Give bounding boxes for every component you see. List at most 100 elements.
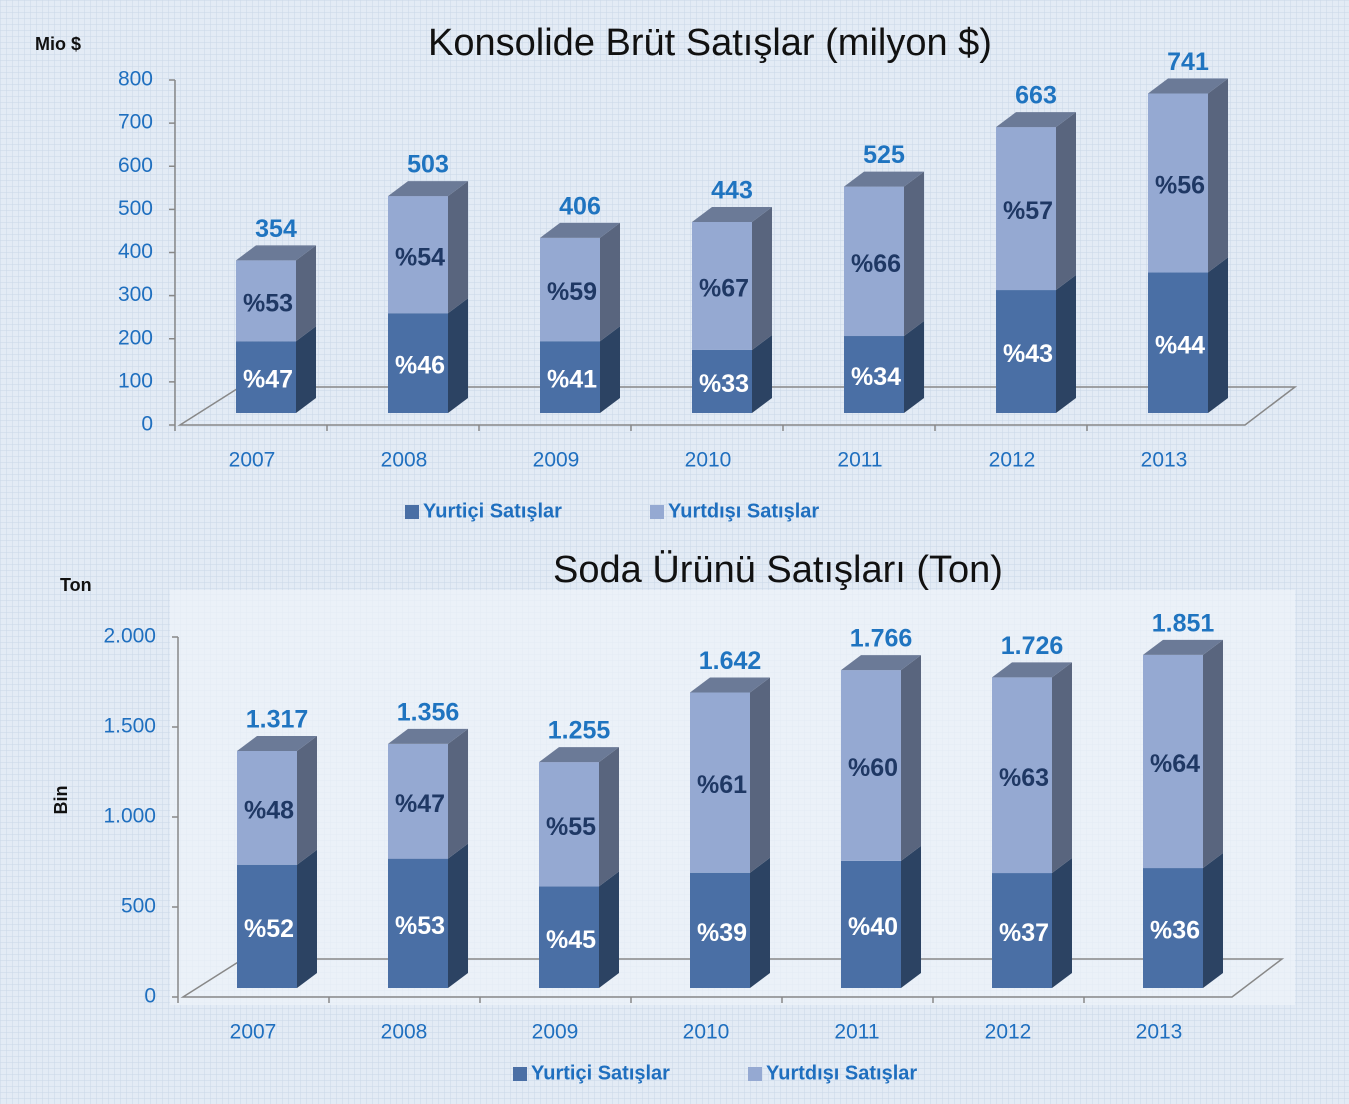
bar-top — [388, 181, 468, 197]
bar-side — [1052, 858, 1072, 988]
bar-top — [844, 171, 924, 187]
y-axis-label: Bin — [51, 786, 71, 815]
bar-side — [448, 843, 468, 988]
x-tick-label: 2007 — [229, 449, 276, 472]
segment-label: %44 — [1155, 331, 1205, 359]
chart-title: Soda Ürünü Satışları (Ton) — [553, 549, 1003, 591]
x-tick-label: 2011 — [837, 449, 882, 472]
bar-side — [600, 222, 620, 342]
bar-top — [236, 245, 316, 261]
segment-label: %60 — [848, 754, 898, 782]
bar-segment — [992, 873, 1052, 988]
bar-segment — [690, 872, 750, 988]
total-label: 406 — [559, 193, 601, 221]
bar-top — [388, 728, 468, 744]
segment-label: %61 — [697, 771, 747, 799]
bar-segment — [539, 762, 599, 887]
bar-side — [901, 655, 921, 861]
segment-label: %57 — [1003, 197, 1053, 225]
unit-label: Ton — [60, 575, 92, 595]
bar-top — [996, 112, 1076, 128]
y-tick-label: 800 — [118, 68, 153, 91]
x-tick-label: 2010 — [685, 449, 732, 472]
bar-side — [1208, 257, 1228, 413]
segment-label: %53 — [395, 912, 445, 940]
total-label: 663 — [1015, 82, 1057, 110]
total-label: 503 — [407, 151, 449, 179]
x-tick-label: 2013 — [1141, 449, 1188, 472]
bar-top — [992, 662, 1072, 678]
legend-swatch — [513, 1067, 527, 1081]
segment-label: %47 — [243, 366, 293, 394]
segment-label: %64 — [1150, 750, 1200, 778]
bar-segment — [540, 237, 600, 342]
segment-label: %45 — [546, 926, 596, 954]
segment-label: %66 — [851, 250, 901, 278]
y-tick-label: 500 — [118, 197, 153, 220]
bar-segment — [992, 677, 1052, 874]
bar-side — [904, 171, 924, 337]
legend-label: Yurtdışı Satışlar — [668, 500, 819, 522]
bar-side — [1056, 275, 1076, 413]
bar-side — [752, 206, 772, 350]
bar-side — [1208, 78, 1228, 273]
bar-side — [1052, 662, 1072, 874]
floor — [177, 386, 1298, 426]
bar-segment — [996, 127, 1056, 291]
total-label: 1.642 — [699, 647, 762, 675]
bar-segment — [237, 864, 297, 988]
total-label: 354 — [255, 215, 297, 243]
legend-swatch — [405, 505, 419, 519]
segment-label: %63 — [999, 764, 1049, 792]
legend-label: Yurtiçi Satışlar — [423, 500, 562, 522]
segment-label: %39 — [697, 919, 747, 947]
bar-side — [599, 747, 619, 887]
segment-label: %37 — [999, 919, 1049, 947]
x-tick-label: 2009 — [532, 1021, 579, 1044]
segment-label: %36 — [1150, 917, 1200, 945]
x-tick-label: 2008 — [381, 449, 428, 472]
total-label: 1.317 — [246, 706, 309, 734]
y-tick-label: 700 — [118, 111, 153, 134]
legend-swatch — [748, 1067, 762, 1081]
total-label: 443 — [711, 177, 753, 205]
bar-segment — [841, 860, 901, 988]
bar-segment — [1143, 654, 1203, 869]
x-tick-label: 2013 — [1136, 1021, 1183, 1044]
bar-segment — [844, 186, 904, 337]
bar-segment — [1148, 93, 1208, 273]
bar-top — [539, 747, 619, 763]
x-tick-label: 2009 — [533, 449, 580, 472]
bar-side — [448, 728, 468, 859]
chart-title: Konsolide Brüt Satışlar (milyon $) — [428, 22, 992, 64]
total-label: 1.851 — [1152, 609, 1215, 637]
y-tick-label: 100 — [118, 369, 153, 392]
bar-side — [448, 298, 468, 413]
y-tick-label: 500 — [121, 895, 156, 918]
segment-label: %47 — [395, 790, 445, 818]
y-tick-label: 1.000 — [103, 805, 156, 828]
bar-top — [237, 735, 317, 751]
x-tick-label: 2012 — [989, 449, 1036, 472]
bar-segment — [388, 313, 448, 413]
total-label: 1.356 — [397, 699, 460, 727]
bar-side — [296, 326, 316, 413]
y-tick-label: 200 — [118, 326, 153, 349]
bar-segment — [690, 692, 750, 873]
y-tick-label: 300 — [118, 283, 153, 306]
bar-top — [540, 222, 620, 238]
segment-label: %41 — [547, 366, 597, 394]
floor — [180, 958, 1285, 998]
bar-side — [1203, 853, 1223, 988]
bar-side — [750, 857, 770, 988]
legend-label: Yurtiçi Satışlar — [531, 1062, 670, 1084]
segment-label: %59 — [547, 278, 597, 306]
total-label: 1.766 — [850, 625, 913, 653]
y-tick-label: 0 — [141, 413, 153, 436]
y-tick-label: 2.000 — [103, 625, 156, 648]
y-tick-label: 0 — [144, 985, 156, 1008]
bar-top — [692, 206, 772, 222]
bar-segment — [388, 196, 448, 314]
bar-side — [297, 735, 317, 865]
bar-segment — [1148, 272, 1208, 413]
